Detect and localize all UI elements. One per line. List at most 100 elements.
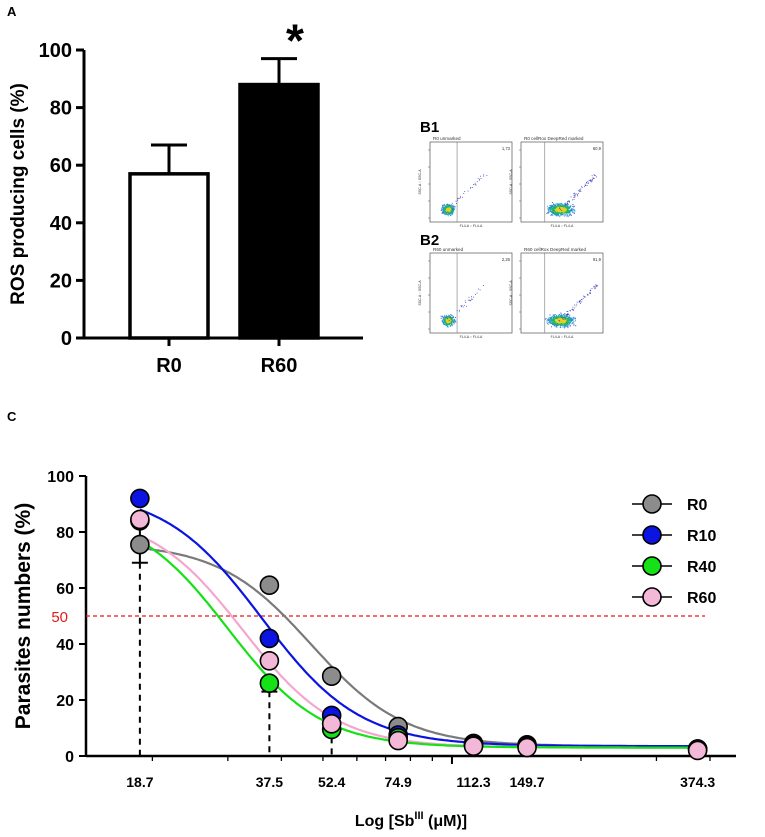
flow-event-dot — [451, 314, 453, 316]
flow-event-dot — [550, 317, 552, 319]
flow-event-dot — [551, 212, 553, 213]
flow-event-dot — [443, 211, 445, 213]
flow-event-dot — [561, 313, 562, 315]
flow-event-dot — [449, 320, 451, 322]
flow-event-dot — [450, 209, 452, 211]
flow-event-dot — [454, 209, 455, 211]
flow-event-dot — [552, 211, 554, 212]
flow-event-dot — [555, 321, 557, 323]
flow-event-dot — [561, 322, 563, 324]
flow-event-dot — [550, 214, 552, 215]
flow-event-dot — [554, 317, 555, 318]
flow-event-dot — [552, 209, 554, 211]
flow-event-dot — [575, 320, 576, 322]
flow-event-dot — [561, 209, 563, 211]
flow-event-dot — [442, 317, 444, 319]
flow-event-dot — [453, 319, 455, 321]
flow-event-dot — [451, 319, 452, 321]
flow-event-dot — [455, 200, 457, 202]
flow-event-dot — [555, 316, 557, 318]
flow-event-dot — [442, 320, 444, 322]
flow-event-dot — [590, 180, 592, 182]
flow-event-dot — [552, 322, 554, 324]
flow-event-dot — [567, 209, 569, 211]
flow-event-dot — [558, 209, 560, 211]
flow-plot-x-axis-label: FL4-A :: FL4-A — [460, 335, 483, 339]
flow-event-dot — [562, 315, 564, 317]
flow-event-dot — [594, 175, 596, 177]
flow-event-dot — [559, 321, 560, 322]
flow-event-dot — [554, 321, 556, 323]
flow-event-dot — [448, 321, 450, 322]
flow-plot-y-axis-label: SSC-A :: SSC-A — [418, 169, 422, 195]
flow-event-dot — [568, 208, 569, 210]
flow-event-dot — [557, 323, 559, 325]
flow-event-dot — [448, 213, 450, 215]
flow-event-dot — [557, 321, 559, 323]
flow-event-dot — [558, 203, 559, 205]
flow-event-dot — [450, 206, 452, 208]
flow-event-dot — [442, 205, 444, 206]
bar-r60 — [238, 82, 320, 340]
flow-event-dot — [450, 318, 452, 319]
flow-plot-title: R60 unmarked — [433, 247, 464, 252]
flow-event-dot — [559, 208, 560, 210]
flow-event-dot — [448, 320, 450, 321]
flow-event-dot — [590, 179, 592, 181]
flow-event-dot — [576, 301, 578, 303]
flow-event-dot — [552, 316, 554, 317]
flow-event-dot — [551, 204, 553, 206]
flow-event-dot — [567, 311, 569, 312]
flow-event-dot — [453, 211, 455, 213]
flow-event-dot — [452, 208, 454, 210]
flow-event-dot — [550, 214, 552, 216]
flow-event-dot — [589, 292, 591, 294]
flow-event-dot — [564, 319, 566, 320]
flow-event-dot — [546, 322, 548, 324]
flow-event-dot — [442, 211, 444, 213]
flow-event-dot — [558, 322, 559, 323]
flow-event-dot — [574, 195, 576, 197]
flow-event-dot — [443, 206, 444, 208]
flow-event-dot — [572, 319, 574, 320]
flow-event-dot — [548, 211, 550, 213]
flow-event-dot — [471, 298, 473, 300]
flow-event-dot — [557, 208, 558, 209]
flow-event-dot — [548, 317, 550, 318]
flow-event-dot — [444, 320, 446, 322]
flow-event-dot — [552, 315, 554, 317]
flow-event-dot — [449, 212, 451, 214]
flow-event-dot — [566, 215, 568, 216]
flow-event-dot — [560, 312, 562, 314]
flow-event-dot — [457, 197, 459, 199]
flow-event-dot — [559, 317, 561, 319]
flow-event-dot — [570, 196, 572, 198]
flow-event-dot — [563, 207, 565, 209]
flow-event-dot — [483, 285, 484, 286]
flow-event-dot — [459, 309, 460, 311]
flow-event-dot — [561, 210, 563, 211]
flow-event-dot — [443, 211, 445, 212]
flow-event-dot — [556, 209, 558, 211]
flow-event-dot — [553, 324, 555, 326]
flow-event-dot — [563, 213, 565, 215]
flow-event-dot — [572, 212, 574, 214]
flow-event-dot — [449, 322, 451, 323]
flow-event-dot — [451, 213, 453, 215]
flow-event-dot — [548, 318, 550, 320]
flow-event-dot — [565, 209, 567, 210]
flow-event-dot — [562, 323, 564, 325]
flow-event-dot — [557, 212, 559, 213]
flow-event-dot — [445, 207, 447, 209]
flow-event-dot — [558, 212, 560, 213]
flow-event-dot — [554, 212, 556, 214]
flow-event-dot — [552, 207, 554, 209]
flow-event-dot — [593, 177, 595, 179]
flow-event-dot — [476, 181, 478, 183]
flow-event-dot — [566, 213, 567, 215]
flow-event-dot — [551, 326, 552, 328]
flow-event-dot — [449, 207, 451, 209]
flow-event-dot — [475, 294, 476, 295]
flow-event-dot — [448, 204, 450, 206]
flow-event-dot — [593, 174, 595, 176]
